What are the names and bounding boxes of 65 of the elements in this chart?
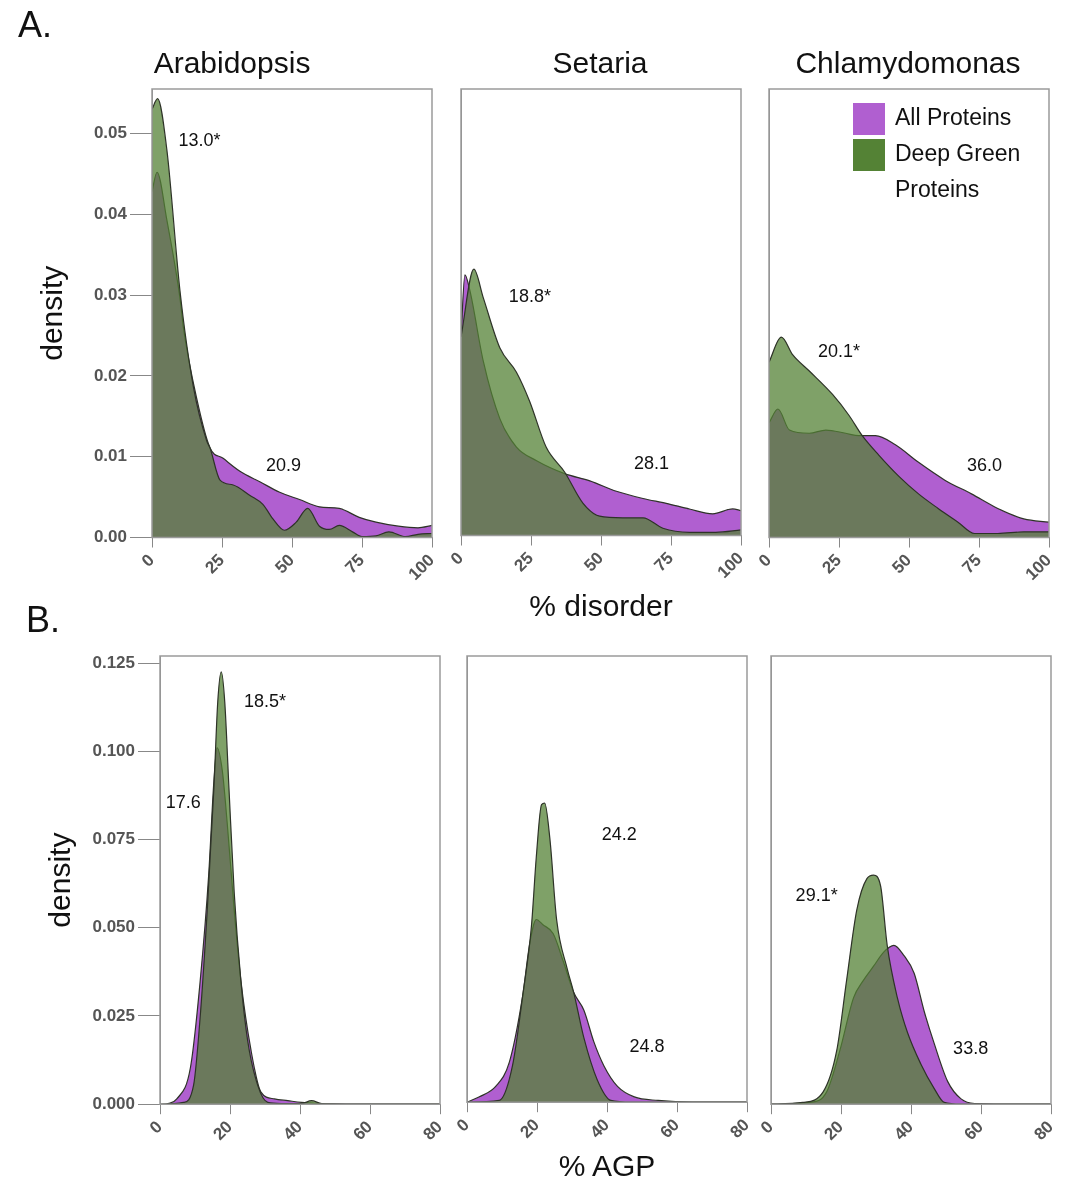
x-tick-label: 100 — [404, 550, 439, 584]
y-tick-label: 0.075 — [92, 829, 135, 849]
y-tick-label: 0.125 — [92, 652, 135, 672]
x-tick-label: 0 — [146, 1117, 167, 1138]
x-tick-label: 50 — [888, 550, 916, 578]
x-tick-label: 0 — [453, 1115, 474, 1136]
annotation: 20.1* — [817, 341, 861, 362]
x-tick-label: 20 — [516, 1115, 544, 1142]
x-tick-label: 60 — [349, 1117, 377, 1144]
y-tick-label: 0.01 — [93, 446, 127, 466]
annotation: 36.0 — [967, 454, 1003, 475]
annotation: 28.1 — [633, 453, 669, 474]
x-tick-label: 60 — [656, 1115, 684, 1142]
x-tick-label: 20 — [820, 1117, 848, 1144]
annotation: 33.8 — [953, 1037, 989, 1058]
y-axis-title: density — [35, 265, 69, 361]
x-tick-label: 100 — [713, 548, 748, 582]
x-axis-title: % AGP — [558, 1149, 656, 1183]
annotation: 18.5* — [243, 690, 287, 711]
annotation: 18.8* — [508, 285, 551, 306]
x-tick-label: 100 — [1021, 550, 1056, 584]
y-tick-label: 0.100 — [92, 740, 135, 760]
x-tick-label: 50 — [271, 550, 299, 578]
annotation: 24.8 — [629, 1035, 665, 1056]
x-tick-label: 20 — [209, 1117, 237, 1144]
x-tick-label: 80 — [1030, 1117, 1058, 1144]
y-tick-label: 0.02 — [93, 365, 127, 385]
text: A. — [18, 3, 53, 45]
annotation: 20.9 — [266, 454, 302, 475]
chart-title: Setaria — [552, 46, 648, 80]
y-tick-label: 0.000 — [92, 1093, 135, 1113]
y-tick-label: 0.050 — [92, 917, 135, 937]
x-tick-label: 80 — [726, 1115, 754, 1142]
x-tick-label: 80 — [419, 1117, 447, 1144]
chart-title: Arabidopsis — [153, 46, 311, 80]
chart-title: Chlamydomonas — [795, 46, 1021, 80]
y-tick-label: 0.03 — [93, 284, 127, 304]
x-tick-label: 40 — [890, 1117, 918, 1144]
x-axis-title: % disorder — [529, 589, 673, 623]
y-tick-label: 0.025 — [92, 1005, 135, 1025]
x-tick-label: 0 — [757, 1117, 778, 1138]
y-axis-title: density — [43, 832, 77, 928]
annotation: 24.2 — [601, 824, 637, 845]
x-tick-label: 60 — [960, 1117, 988, 1144]
legend-label: All Proteins — [895, 103, 1012, 130]
legend-label: Deep Green Proteins — [895, 139, 1021, 202]
x-tick-label: 0 — [755, 550, 776, 571]
y-tick-label: 0.05 — [93, 123, 127, 143]
x-tick-label: 25 — [510, 548, 538, 576]
y-tick-label: 0.00 — [93, 527, 127, 547]
x-tick-label: 40 — [279, 1117, 307, 1144]
x-tick-label: 0 — [447, 548, 468, 569]
x-tick-label: 25 — [818, 550, 846, 578]
y-tick-label: 0.04 — [93, 203, 128, 223]
x-tick-label: 75 — [341, 550, 369, 578]
x-tick-label: 75 — [650, 548, 678, 576]
x-tick-label: 0 — [138, 550, 159, 571]
annotation: 29.1* — [795, 884, 838, 905]
x-tick-label: 50 — [580, 548, 608, 576]
annotation: 13.0* — [178, 130, 221, 151]
annotation: 17.6 — [165, 791, 201, 812]
text: B. — [26, 598, 61, 640]
x-tick-label: 25 — [201, 550, 229, 578]
x-tick-label: 40 — [586, 1115, 614, 1142]
x-tick-label: 75 — [958, 550, 986, 578]
